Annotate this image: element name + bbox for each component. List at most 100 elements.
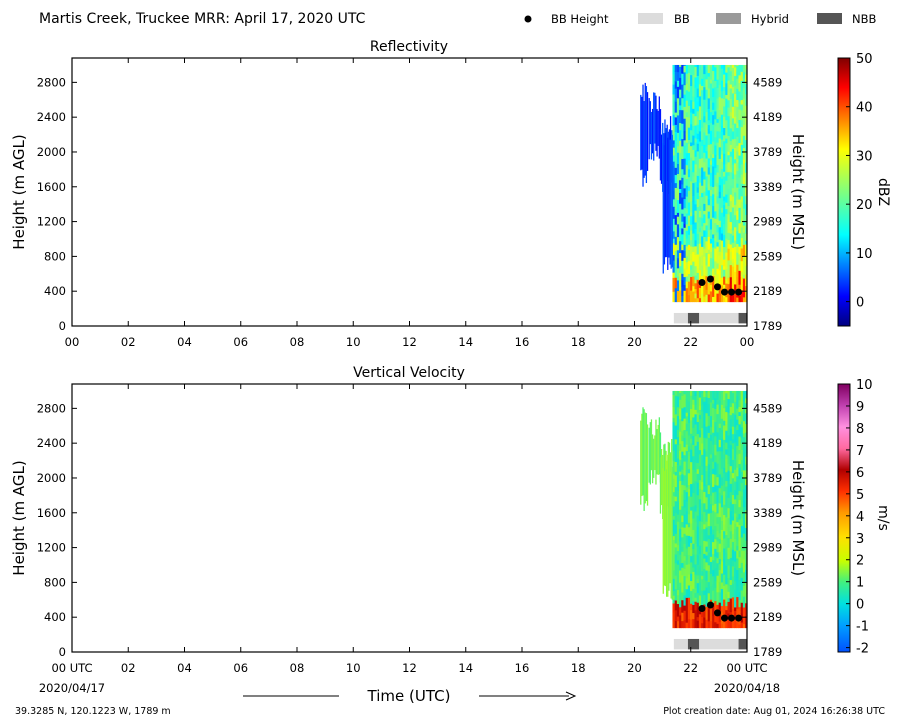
field-cell [679, 459, 682, 466]
field-cell [701, 481, 704, 490]
field-cell [694, 137, 697, 143]
field-cell [676, 589, 680, 596]
field-cell [694, 141, 697, 151]
field-cell [718, 390, 722, 401]
field-cell [698, 390, 702, 398]
field-cell [676, 97, 680, 104]
field-cell [685, 523, 689, 536]
field-cell [729, 397, 733, 404]
field-cell [694, 453, 697, 463]
field-cell [696, 448, 700, 464]
field-cell [707, 108, 711, 121]
field-streak [653, 438, 655, 478]
x-tick-label: 02 [121, 335, 136, 349]
field-cell [694, 480, 697, 495]
field-cell [745, 569, 748, 584]
field-cell [725, 98, 728, 107]
field-cell [679, 77, 682, 90]
field-cell [696, 253, 700, 268]
field-cell [742, 432, 746, 438]
field-cell [725, 106, 728, 121]
field-cell [709, 503, 713, 510]
field-cell [729, 243, 733, 252]
field-cell [692, 588, 695, 602]
field-cell [709, 434, 713, 441]
field-cell [685, 597, 689, 612]
y-tick-label: 2800 [37, 401, 66, 415]
field-cell [727, 188, 730, 194]
field-cell [681, 177, 684, 185]
colorbar-tick-label: 7 [856, 444, 864, 459]
field-cell [718, 176, 722, 186]
y2-tick-label: 2589 [753, 249, 782, 263]
field-cell [681, 158, 684, 170]
field-cell [734, 606, 737, 611]
field-cell [676, 514, 680, 522]
field-cell [685, 89, 689, 101]
field-cell [685, 83, 689, 91]
field-cell [705, 99, 708, 113]
field-cell [720, 599, 724, 607]
field-cell [694, 125, 697, 139]
field-cell [698, 287, 702, 299]
field-cell [690, 506, 693, 511]
field-cell [745, 602, 748, 617]
field-cell [709, 415, 713, 428]
field-cell [683, 166, 686, 175]
field-streak [655, 419, 657, 485]
field-cell [714, 484, 717, 492]
field-cell [738, 449, 741, 454]
field-cell [705, 195, 708, 210]
field-cell [683, 485, 686, 491]
bb-height-point [698, 278, 706, 286]
field-cell [714, 80, 717, 88]
field-cell [729, 84, 733, 89]
field-cell [723, 127, 726, 136]
field-cell [685, 164, 689, 180]
creation-date-text: Plot creation date: Aug 01, 2024 16:26:3… [663, 706, 885, 717]
field-cell [683, 244, 686, 252]
y2-tick-label: 4589 [753, 401, 782, 415]
field-cell [694, 245, 697, 256]
field-cell [679, 443, 682, 451]
field-cell [685, 230, 689, 239]
field-cell [692, 435, 695, 445]
field-streak [643, 409, 645, 511]
field-cell [709, 540, 713, 548]
field-cell [687, 434, 691, 447]
field-cell [685, 491, 689, 502]
field-cell [740, 459, 744, 473]
field-cell [734, 481, 737, 491]
x-tick-label: 08 [290, 335, 305, 349]
field-cell [696, 598, 700, 603]
field-cell [701, 590, 704, 597]
field-cell [672, 125, 675, 135]
field-cell [727, 80, 730, 93]
field-cell [740, 226, 744, 239]
field-cell [707, 183, 711, 191]
field-cell [685, 276, 689, 282]
field-cell [672, 569, 675, 579]
field-cell [687, 249, 691, 262]
field-cell [718, 487, 722, 493]
field-cell [736, 106, 739, 115]
field-cell [742, 585, 746, 597]
field-cell [692, 261, 695, 268]
field-cell [701, 196, 704, 206]
field-cell [742, 255, 746, 265]
field-cell [716, 213, 719, 220]
field-cell [690, 264, 693, 270]
field-cell [683, 284, 686, 291]
field-cell [727, 591, 730, 599]
field-cell [731, 130, 735, 140]
field-cell [736, 481, 739, 496]
field-cell [745, 423, 748, 433]
field-cell [692, 399, 695, 405]
field-cell [692, 201, 695, 216]
field-cell [698, 405, 702, 410]
field-cell [740, 577, 744, 584]
field-cell [681, 183, 684, 198]
field-cell [681, 515, 684, 523]
field-cell [740, 550, 744, 563]
field-cell [716, 293, 719, 303]
